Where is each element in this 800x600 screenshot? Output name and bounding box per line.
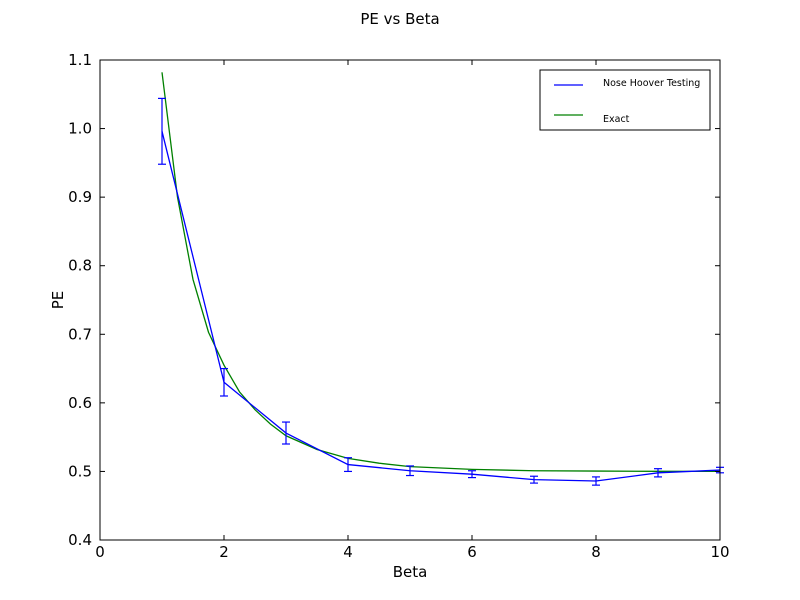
y-axis-label: PE — [49, 291, 67, 310]
error-bar — [282, 421, 290, 445]
error-bar — [654, 468, 662, 478]
axis-ticks: 0 2 4 6 8 10 0.4 0.5 0.6 0.7 0.8 0.9 1.0 1.1 — [68, 51, 729, 561]
error-bar — [468, 470, 476, 479]
error-bar — [530, 475, 538, 484]
x-tick-label: 2 — [219, 543, 229, 561]
error-bar — [158, 97, 166, 165]
x-tick-label: 8 — [591, 543, 601, 561]
y-tick-label: 0.4 — [68, 531, 92, 549]
error-bar — [592, 476, 600, 486]
legend-label-exact: Exact — [603, 114, 630, 125]
x-tick-label: 10 — [710, 543, 729, 561]
plot-frame — [99, 59, 721, 541]
y-tick-label: 0.5 — [68, 462, 92, 480]
x-axis-label: Beta — [393, 563, 428, 581]
y-tick-label: 1.1 — [68, 51, 92, 69]
error-bar — [220, 367, 228, 397]
x-tick-label: 0 — [95, 543, 105, 561]
y-tick-label: 0.9 — [68, 188, 92, 206]
series-line-exact — [161, 72, 721, 473]
x-tick-label: 4 — [343, 543, 353, 561]
y-tick-label: 0.6 — [68, 394, 92, 412]
error-bar — [406, 465, 414, 477]
legend-label-nose-hoover: Nose Hoover Testing — [603, 78, 700, 89]
y-tick-label: 1.0 — [68, 120, 92, 138]
series-line-nose-hoover — [161, 131, 721, 482]
y-tick-label: 0.7 — [68, 325, 92, 343]
x-tick-label: 6 — [467, 543, 477, 561]
y-tick-label: 0.8 — [68, 257, 92, 275]
chart-title: PE vs Beta — [360, 10, 439, 28]
plot-lines — [158, 72, 724, 486]
error-bar — [344, 457, 352, 473]
legend: Nose Hoover Testing Exact — [539, 69, 711, 131]
legend-box — [539, 69, 711, 131]
